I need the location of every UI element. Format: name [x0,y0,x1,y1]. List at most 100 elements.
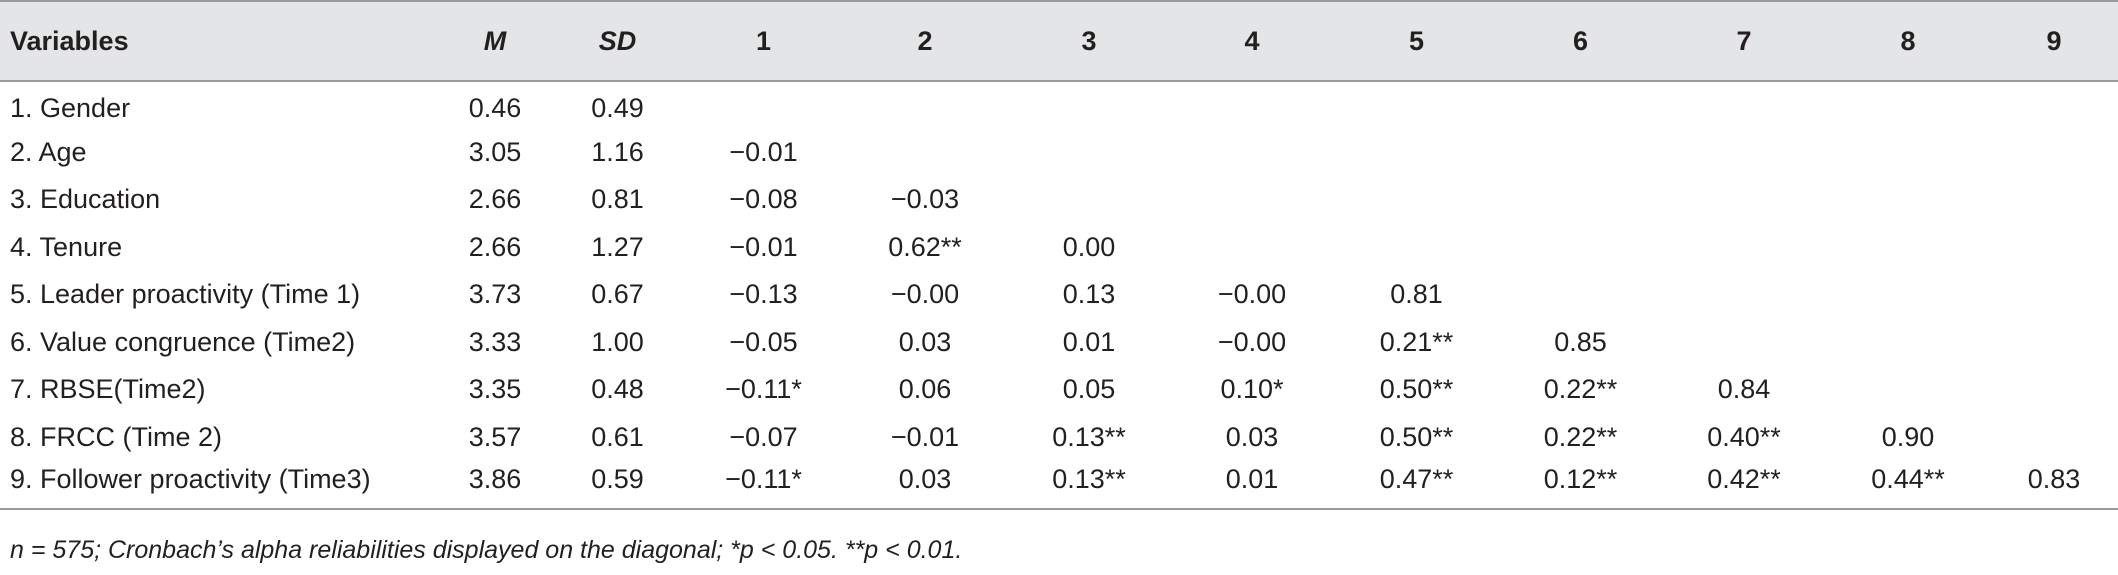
row-mean: 2.66 [468,231,522,262]
row-label: 7. RBSE(Time2) [10,374,206,405]
table-row: 3. Education 2.66 0.81 −0.08 −0.03 [0,176,2118,224]
cell [1826,319,1990,367]
cell [1008,176,1170,224]
header-col-1: 1 [685,0,842,82]
cell: 0.62** [888,231,962,262]
cell: 0.03 [898,326,952,357]
cell: 0.21** [1379,326,1454,357]
cell [1990,129,2118,177]
cell [1662,271,1826,319]
cell: 0.22** [1543,421,1618,452]
cell: 0.06 [898,374,952,405]
cell: 0.84 [1717,374,1771,405]
row-mean: 3.57 [468,421,522,452]
cell [1334,224,1499,272]
cell [1499,176,1662,224]
cell: −0.01 [729,136,798,167]
correlation-table: Variables M SD 1 2 3 4 5 6 7 8 9 1. Gend… [0,0,2118,510]
cell [1990,81,2118,129]
row-sd: 1.00 [591,326,644,357]
table-row: 5. Leader proactivity (Time 1) 3.73 0.67… [0,271,2118,319]
cell [1008,81,1170,129]
cell: 0.05 [1062,374,1116,405]
row-mean: 3.73 [468,279,522,310]
cell [1826,271,1990,319]
cell [1499,129,1662,177]
cell: 0.10* [1220,374,1284,405]
cell: −0.03 [890,184,960,215]
row-mean: 3.86 [440,461,550,510]
cell: −0.01 [729,231,798,262]
cell: 0.42** [1662,461,1826,510]
cell: 0.40** [1707,421,1781,452]
cell [842,129,1008,177]
header-col-2: 2 [842,0,1008,82]
row-sd: 0.61 [591,421,644,452]
cell [1990,271,2118,319]
cell [1826,176,1990,224]
cell: −0.01 [890,421,960,452]
cell [1662,176,1826,224]
row-mean: 2.66 [468,184,522,215]
cell: 0.44** [1826,461,1990,510]
cell: 0.85 [1554,326,1607,357]
cell: −0.13 [729,279,798,310]
row-sd: 1.27 [591,231,644,262]
header-col-6: 6 [1499,0,1662,82]
row-mean: 3.33 [468,326,522,357]
cell [1826,81,1990,129]
cell [1990,414,2118,462]
cell: −0.00 [1217,279,1287,310]
table-row: 7. RBSE(Time2) 3.35 0.48 −0.11* 0.06 0.0… [0,366,2118,414]
cell: 0.47** [1334,461,1499,510]
cell: −0.11* [685,461,842,510]
cell [1334,129,1499,177]
cell [1662,81,1826,129]
cell [1662,319,1826,367]
row-sd: 0.81 [591,184,644,215]
cell [1990,319,2118,367]
cell [1170,224,1334,272]
cell: 0.90 [1881,421,1935,452]
cell [1499,224,1662,272]
cell [1826,366,1990,414]
cell: 0.50** [1379,421,1454,452]
cell: 0.13** [1008,461,1170,510]
table-row: 4. Tenure 2.66 1.27 −0.01 0.62** 0.00 [0,224,2118,272]
cell: 0.13** [1052,421,1126,452]
cell: −0.07 [729,421,798,452]
cell [1008,129,1170,177]
header-row: Variables M SD 1 2 3 4 5 6 7 8 9 [0,0,2118,82]
table-row: 2. Age 3.05 1.16 −0.01 [0,129,2118,177]
header-col-7: 7 [1662,0,1826,82]
header-col-4: 4 [1170,0,1334,82]
row-mean: 3.35 [468,374,522,405]
cell: 0.13 [1062,279,1116,310]
cell [685,81,842,129]
row-label: 9. Follower proactivity (Time3) [0,461,440,510]
cell: −0.11* [725,374,802,405]
cell: 0.81 [1390,279,1443,310]
cell: 0.50** [1379,374,1454,405]
cell [1499,81,1662,129]
cell: 0.22** [1543,374,1618,405]
row-label: 6. Value congruence (Time2) [10,326,356,357]
table-row: 8. FRCC (Time 2) 3.57 0.61 −0.07 −0.01 0… [0,414,2118,462]
cell [1662,129,1826,177]
cell: −0.08 [729,184,798,215]
cell: 0.00 [1062,231,1116,262]
cell: 0.03 [842,461,1008,510]
row-sd: 1.16 [591,136,644,167]
cell: −0.00 [1217,326,1287,357]
row-sd: 0.59 [550,461,685,510]
row-label: 5. Leader proactivity (Time 1) [10,279,361,310]
header-col-9: 9 [1990,0,2118,82]
cell [842,81,1008,129]
cell [1826,129,1990,177]
header-mean: M [440,0,550,82]
table-row: 6. Value congruence (Time2) 3.33 1.00 −0… [0,319,2118,367]
cell: 0.01 [1170,461,1334,510]
cell: −0.05 [729,326,798,357]
cell: 0.12** [1499,461,1662,510]
